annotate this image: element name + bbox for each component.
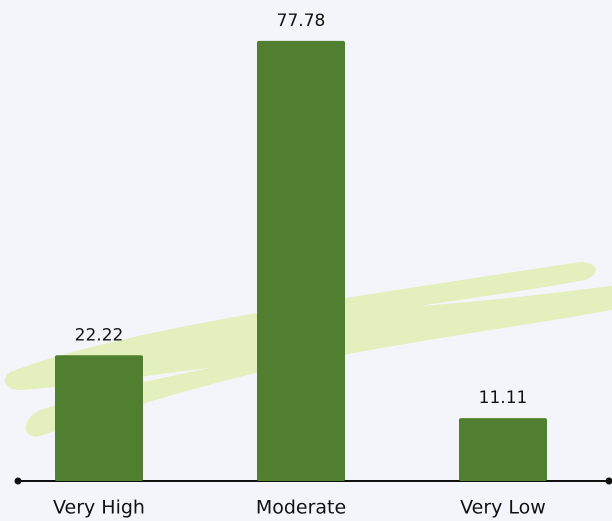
value-label: 22.22 [75, 325, 124, 345]
bar [459, 418, 547, 481]
value-label: 11.11 [479, 388, 528, 408]
baseline-end [605, 477, 612, 485]
bars: Very High 22.22 Moderate 77.78 Very Low 11.11 [53, 11, 547, 519]
bar [55, 355, 143, 481]
x-tick-label: Moderate [256, 497, 346, 519]
x-tick-label: Very High [53, 497, 145, 519]
bar [257, 40, 345, 482]
value-label: 77.78 [277, 11, 326, 31]
baseline-end [14, 477, 22, 485]
x-tick-label: Very Low [460, 497, 546, 519]
